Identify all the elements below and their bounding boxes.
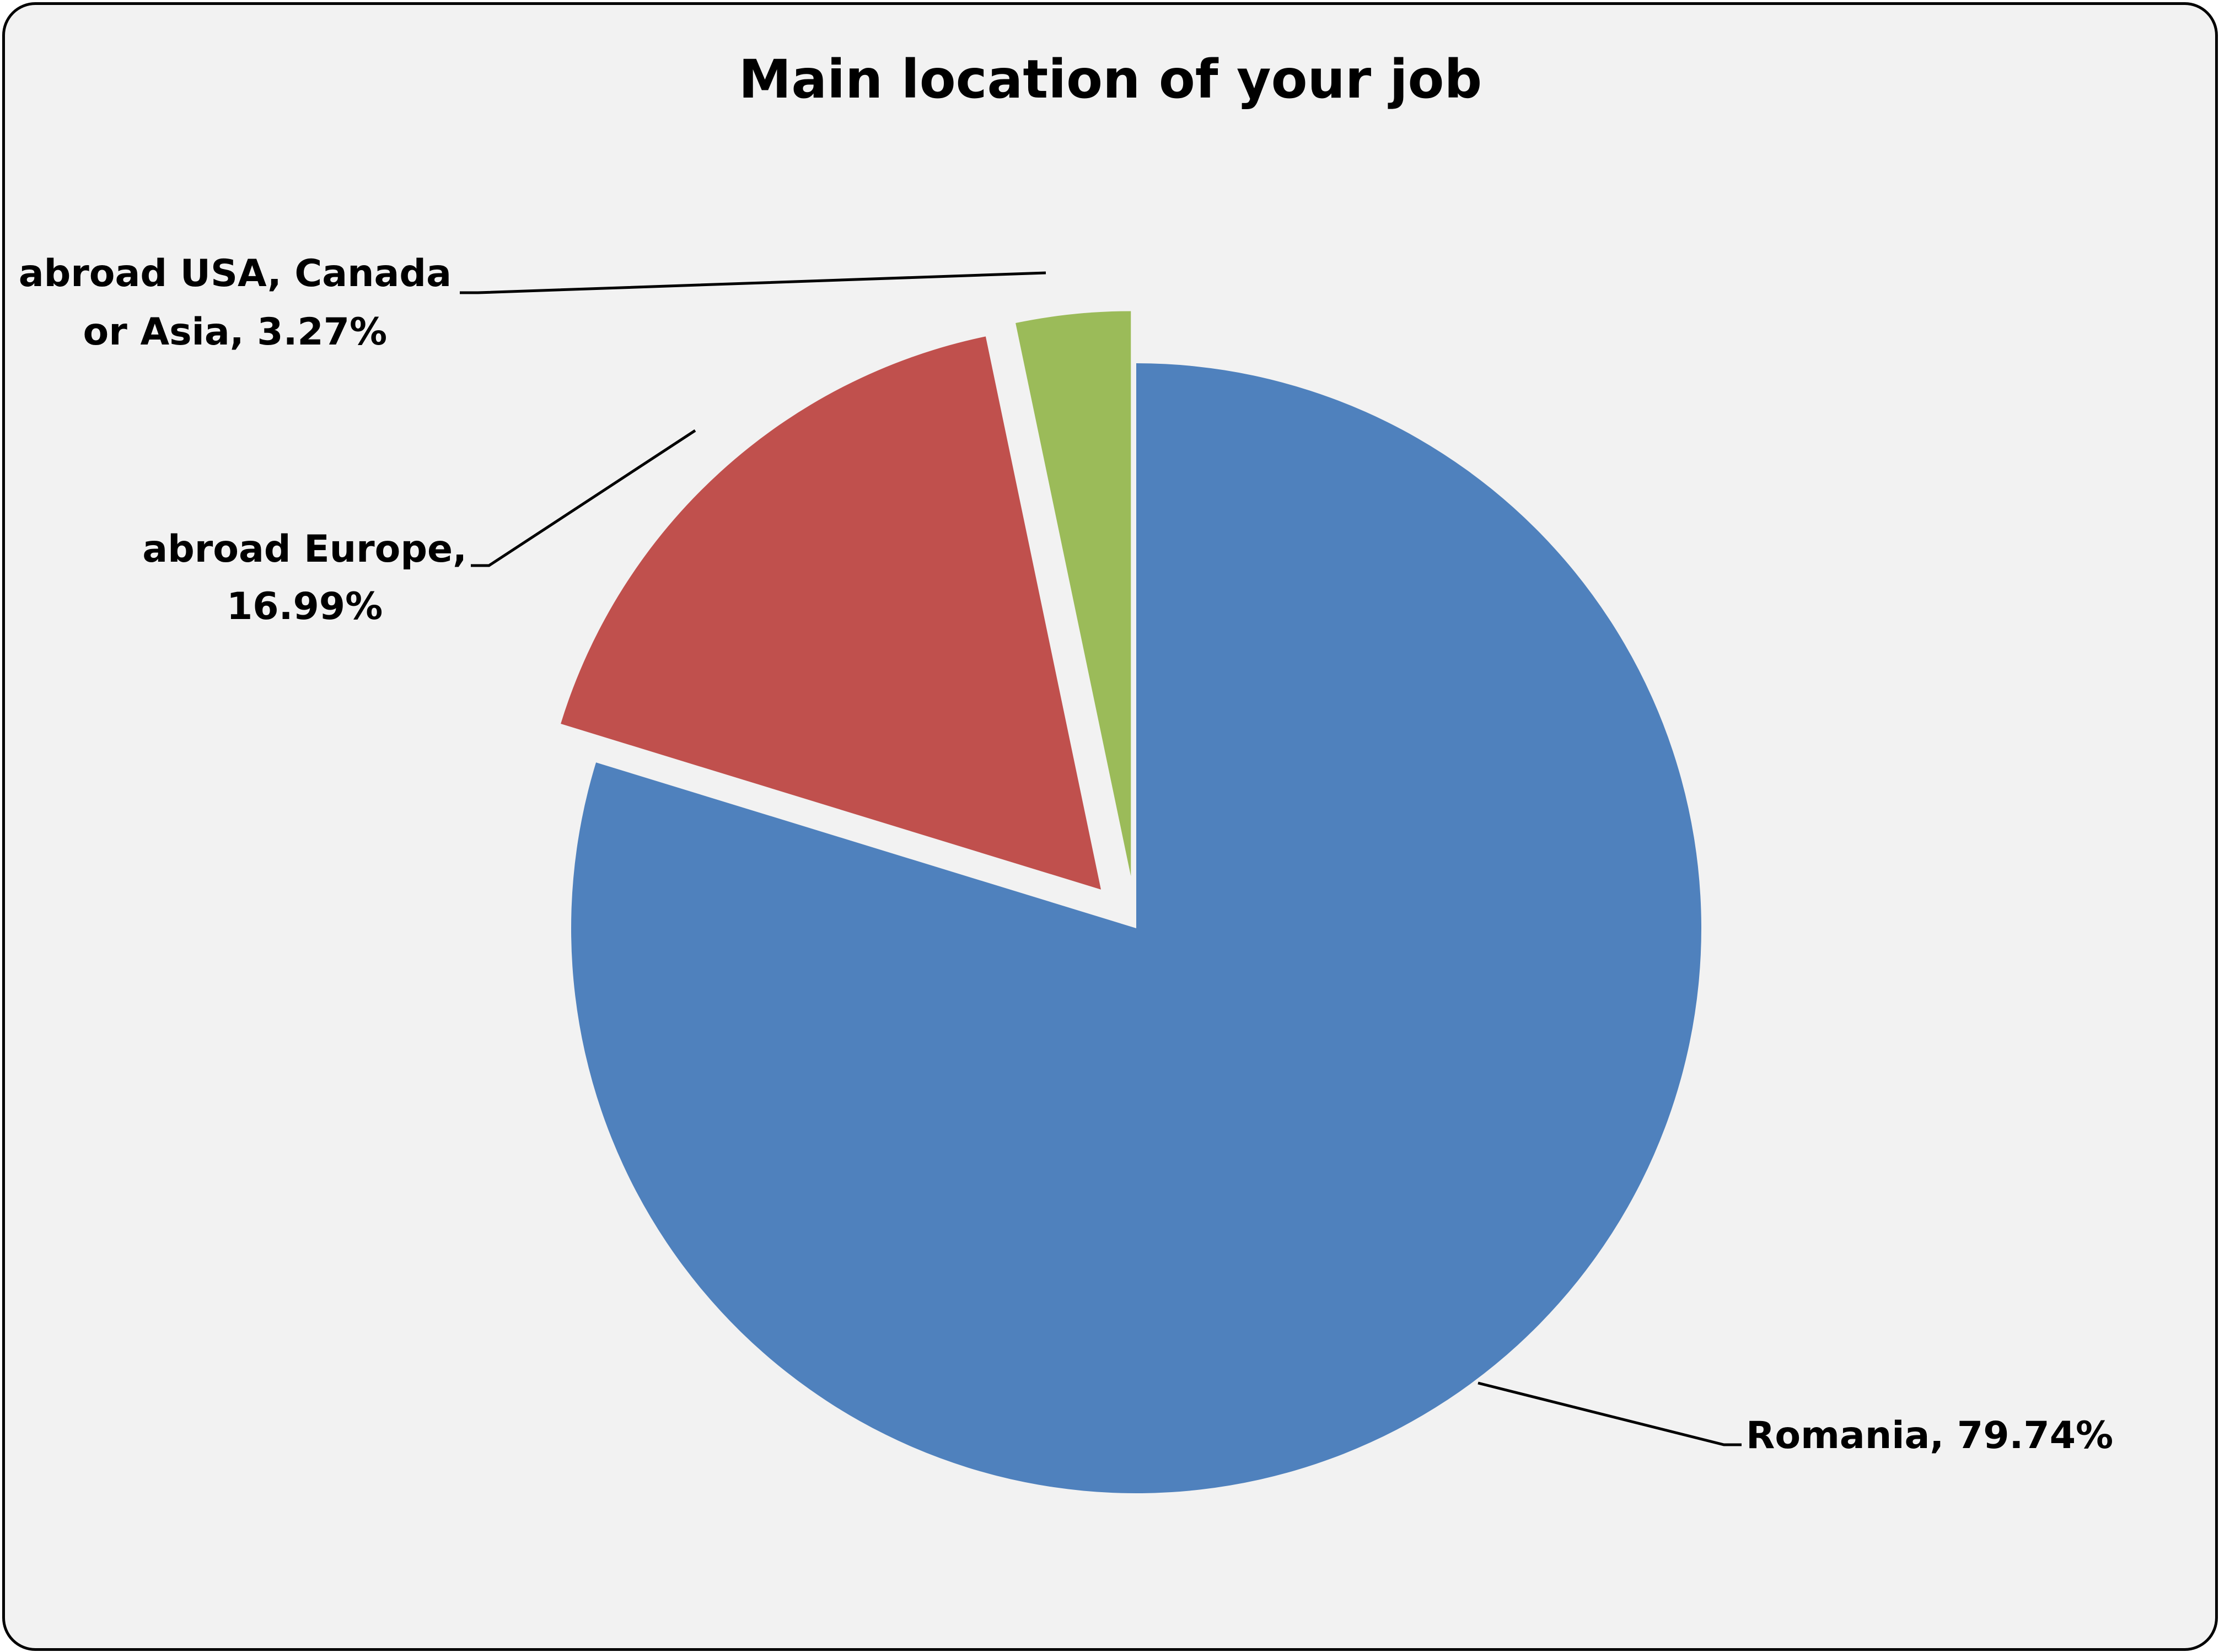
pie-chart: Main location of your job Romania, 79.74… [19, 49, 2113, 1493]
pie-slice-abroad-usa-canada-or-asia [1016, 311, 1131, 876]
data-label: abroad Europe, 16.99% [142, 528, 467, 628]
data-label: Romania, 79.74% [1746, 1414, 2113, 1457]
chart-title: Main location of your job [739, 49, 1482, 110]
pie-slice-romania [571, 363, 1701, 1493]
data-label: abroad USA, Canada or Asia, 3.27% [19, 252, 452, 354]
leader-line [1477, 1381, 1742, 1446]
leader-line [471, 429, 696, 567]
leader-line [460, 271, 1046, 294]
pie-slice-abroad-europe [561, 336, 1101, 890]
